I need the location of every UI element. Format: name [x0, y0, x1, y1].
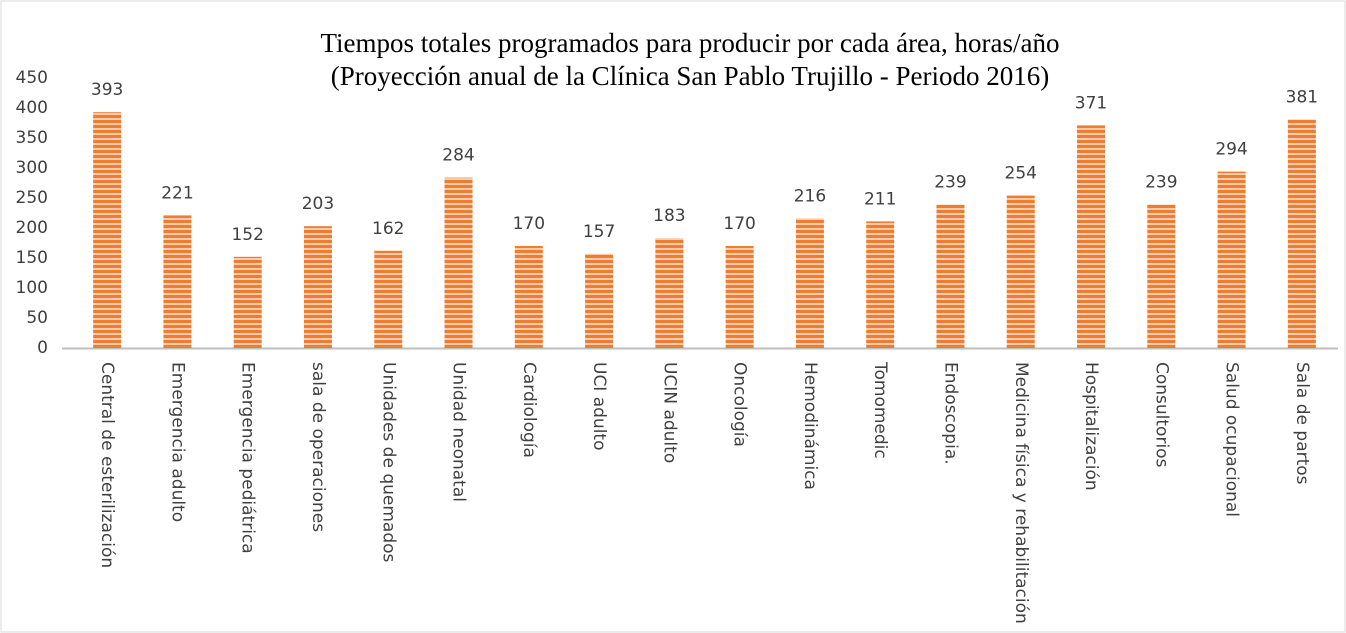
bar	[1287, 119, 1316, 349]
x-tick-label: Medicina física y rehabilitación	[1011, 362, 1031, 624]
bar	[585, 253, 614, 348]
bar	[1217, 171, 1246, 348]
chart-title: Tiempos totales programados para produci…	[320, 28, 1059, 58]
y-tick-label: 400	[16, 98, 48, 118]
x-tick-label: Emergencia pediátrica	[238, 362, 258, 554]
data-label: 152	[231, 225, 263, 245]
chart-subtitle: (Proyección anual de la Clínica San Pabl…	[331, 61, 1049, 91]
y-tick-label: 0	[37, 338, 48, 358]
bar	[795, 218, 824, 348]
bar	[936, 204, 965, 348]
data-label: 162	[372, 219, 404, 239]
x-tick-label: Unidades de quemados	[378, 362, 398, 563]
x-tick-label: Hospitalización	[1081, 362, 1101, 491]
x-tick-label: Oncología	[730, 362, 750, 447]
x-tick-label: Endoscopia.	[940, 362, 960, 465]
data-label: 294	[1215, 140, 1247, 160]
data-label: 284	[442, 146, 474, 166]
y-tick-label: 300	[16, 158, 48, 178]
x-tick-label: Tomomedic	[870, 361, 890, 459]
data-label: 170	[723, 214, 755, 234]
data-label: 221	[161, 183, 193, 203]
data-label: 183	[653, 206, 685, 226]
bar	[374, 250, 403, 348]
x-tick-label: Unidad neonatal	[449, 362, 469, 502]
y-tick-label: 200	[16, 218, 48, 238]
data-label: 371	[1075, 93, 1107, 113]
x-tick-label: Cardiología	[519, 362, 539, 458]
bar	[1077, 125, 1106, 349]
data-label: 393	[91, 80, 123, 100]
y-tick-label: 50	[26, 308, 48, 328]
x-tick-label: Emergencia adulto	[167, 362, 187, 522]
data-label: 170	[513, 214, 545, 234]
bar	[303, 226, 332, 348]
y-tick-label: 450	[16, 68, 48, 88]
bar	[514, 246, 543, 348]
data-label: 239	[1145, 173, 1177, 193]
data-label: 157	[583, 222, 615, 242]
x-tick-label: Consultorios	[1151, 362, 1171, 468]
bar	[233, 256, 262, 348]
bar	[866, 221, 895, 348]
data-label: 254	[1005, 164, 1037, 184]
y-tick-label: 100	[16, 278, 48, 298]
x-tick-label: Central de esterilización	[97, 362, 117, 568]
bar	[655, 238, 684, 348]
x-tick-label: UCIN adulto	[659, 362, 679, 463]
bar	[725, 246, 754, 348]
y-tick-label: 150	[16, 248, 48, 268]
y-tick-label: 250	[16, 188, 48, 208]
bar	[444, 177, 473, 348]
data-label: 239	[934, 173, 966, 193]
bar	[1006, 195, 1035, 348]
x-tick-label: Sala de partos	[1292, 362, 1312, 485]
x-tick-label: sala de operaciones	[308, 362, 328, 532]
x-tick-label: Hemodinámica	[800, 362, 820, 490]
data-label: 203	[302, 194, 334, 214]
bar	[163, 215, 192, 348]
x-tick-label: UCI adulto	[589, 362, 609, 451]
x-tick-label: Salud ocupacional	[1222, 362, 1242, 517]
bar	[93, 112, 122, 348]
bar	[1147, 204, 1176, 348]
data-label: 211	[864, 189, 896, 209]
data-label: 216	[794, 186, 826, 206]
data-label: 381	[1286, 87, 1318, 107]
y-tick-label: 350	[16, 128, 48, 148]
